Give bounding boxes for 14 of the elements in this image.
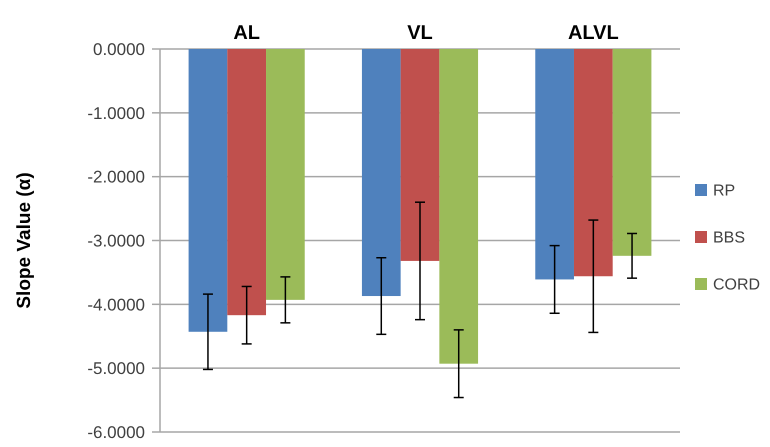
legend-label: CORD xyxy=(713,276,760,294)
y-tick-label: 0.0000 xyxy=(93,40,145,59)
y-tick-label: -1.0000 xyxy=(87,104,145,123)
legend-label: BBS xyxy=(713,230,746,247)
y-tick-label: -4.0000 xyxy=(87,295,145,314)
y-tick-label: -5.0000 xyxy=(87,359,145,378)
x-tick-label: VL xyxy=(407,22,433,44)
x-tick-label: ALVL xyxy=(568,22,619,44)
y-tick-label: -3.0000 xyxy=(87,231,145,250)
y-axis-title: Slope Value (α) xyxy=(14,172,35,309)
x-tick-label: AL xyxy=(233,22,260,44)
y-tick-label: -2.0000 xyxy=(87,168,145,187)
y-tick-label: -6.0000 xyxy=(87,422,145,442)
legend-label: RP xyxy=(713,182,736,200)
